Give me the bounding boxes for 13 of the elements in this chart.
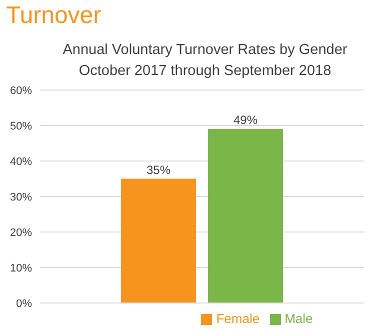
legend-label: Female (216, 311, 260, 326)
y-tick-label: 0% (16, 298, 32, 310)
y-tick-label: 10% (10, 262, 32, 274)
y-tick-label: 20% (10, 226, 32, 239)
chart-title: Turnover (6, 2, 102, 30)
data-label: 35% (146, 162, 171, 177)
legend-label: Male (284, 311, 313, 326)
data-label: 49% (233, 113, 258, 128)
y-tick-label: 40% (10, 156, 32, 168)
y-tick-label: 60% (10, 84, 32, 97)
y-tick-label: 50% (10, 120, 32, 132)
chart-subtitle: Annual Voluntary Turnover Rates by Gender October 2017 through September 2018 (62, 41, 348, 81)
y-tick-label: 30% (10, 191, 32, 204)
